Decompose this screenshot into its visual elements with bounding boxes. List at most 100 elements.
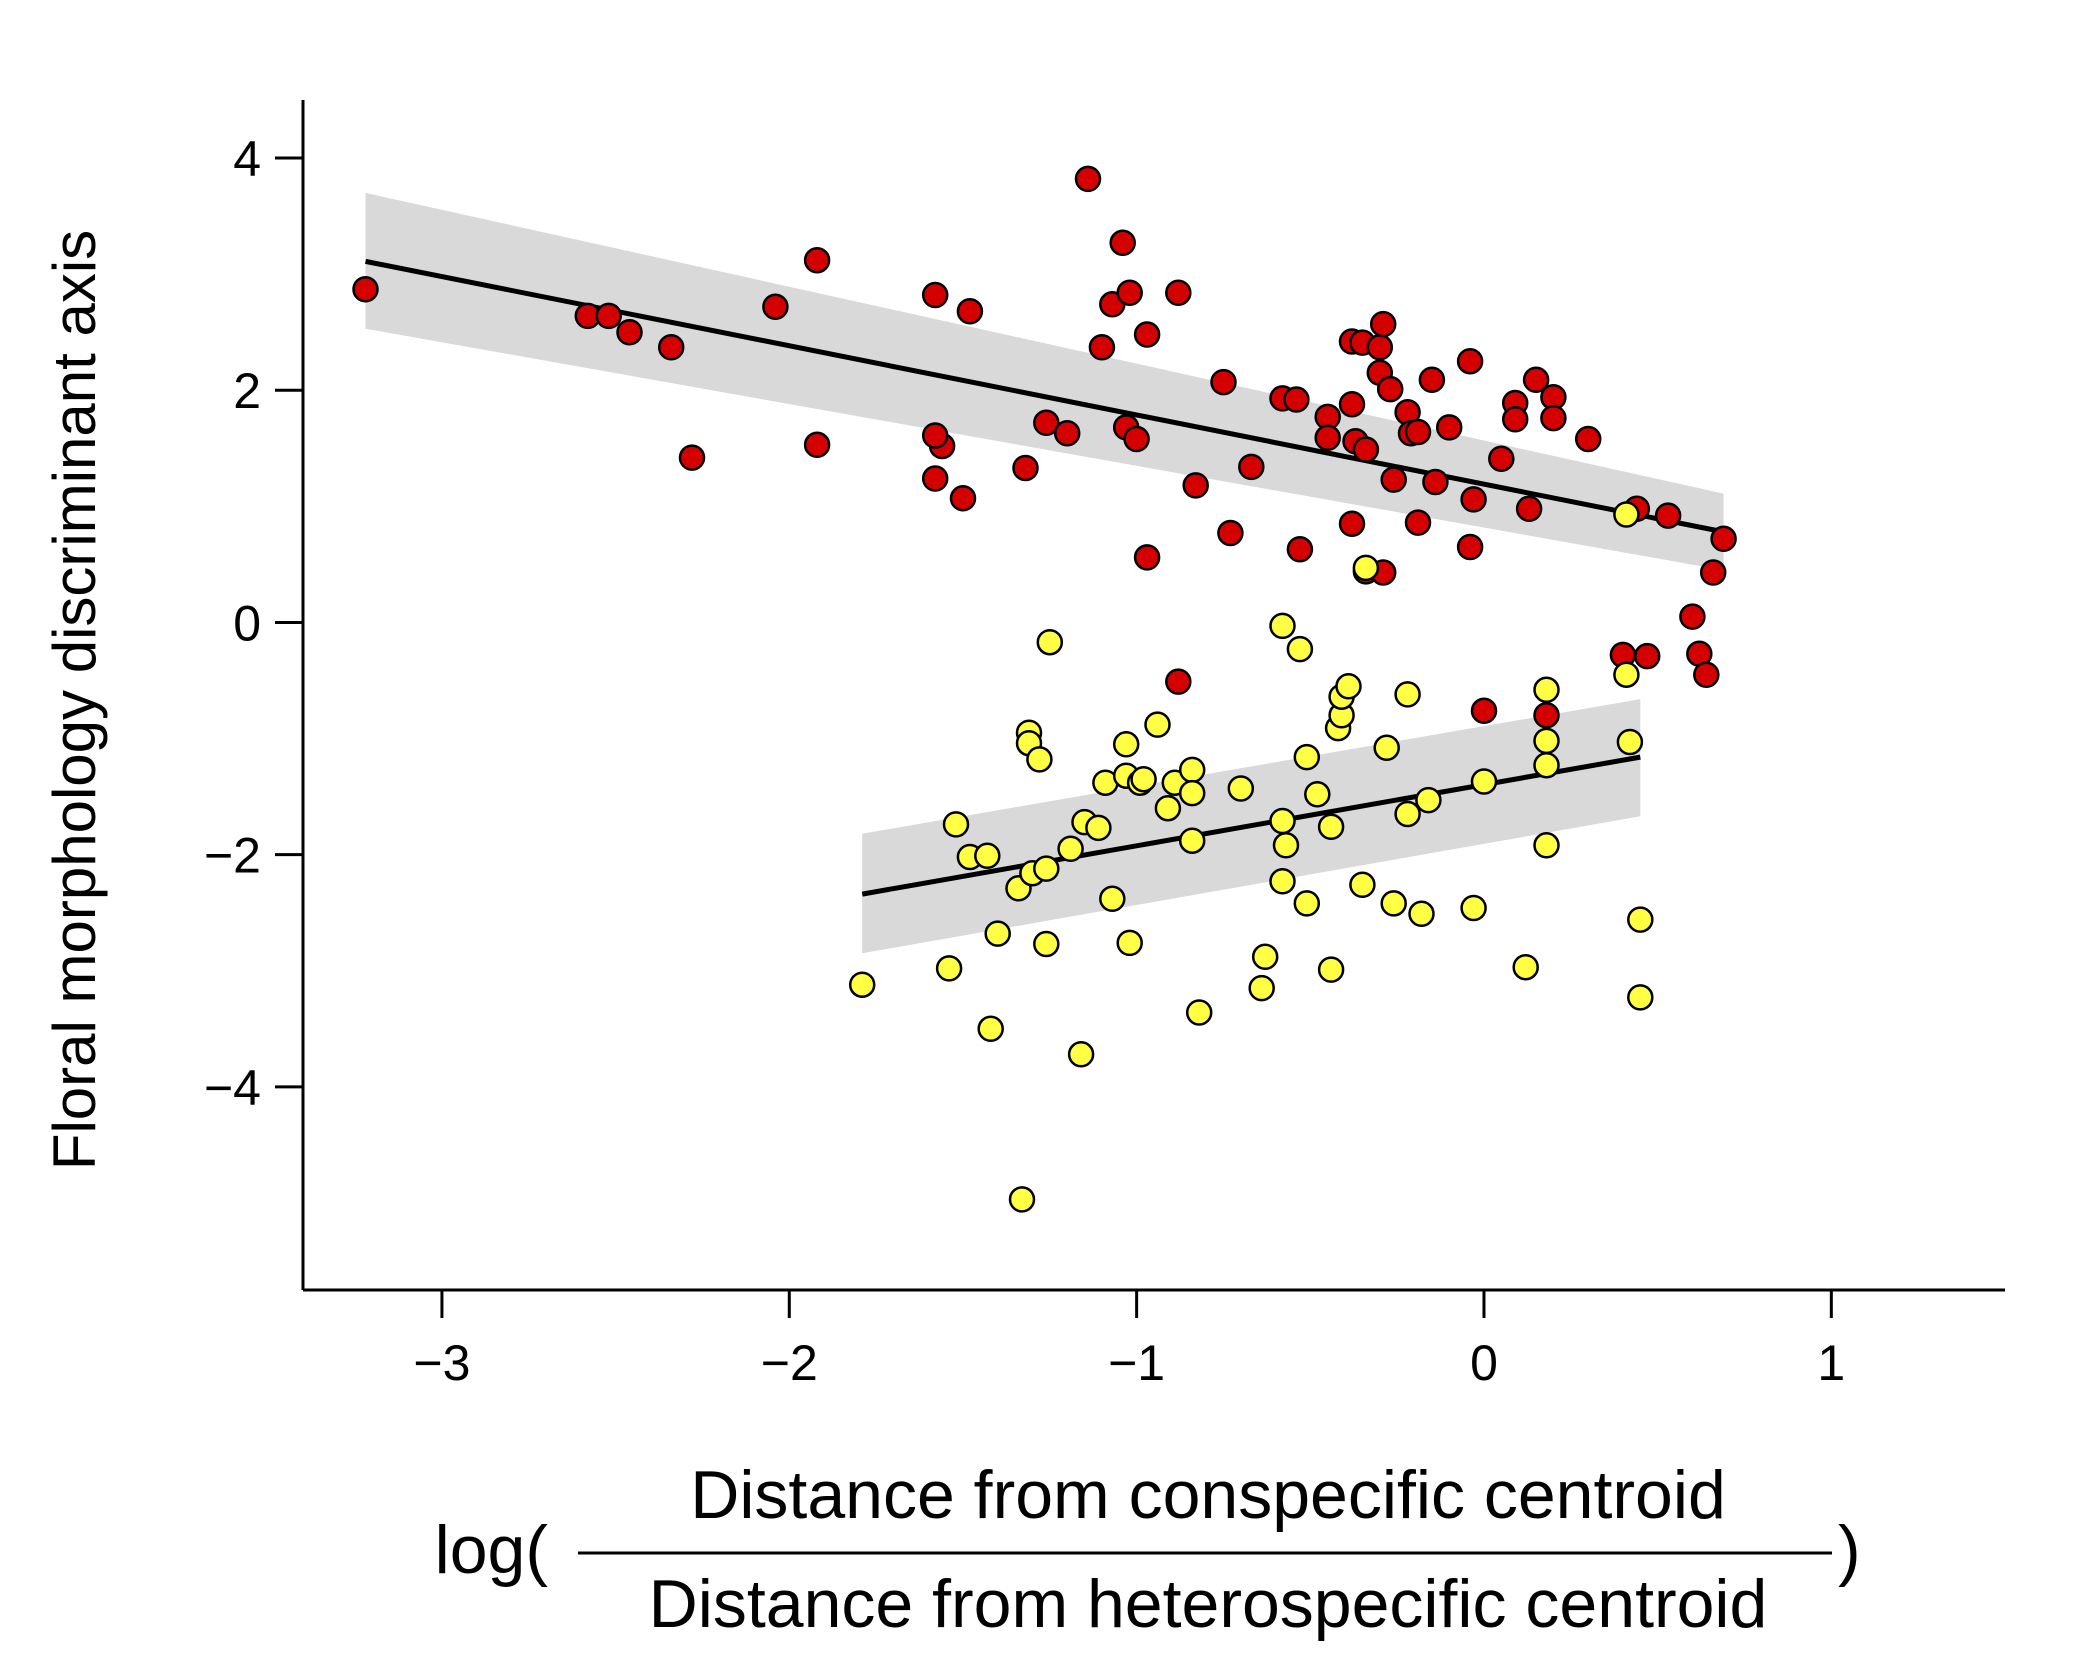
x-tick-label: 0 — [1470, 1335, 1498, 1391]
data-point-series-1 — [1418, 366, 1446, 394]
data-point-series-1 — [1338, 510, 1366, 538]
data-point-series-2 — [1099, 885, 1126, 913]
data-point-series-2 — [1130, 765, 1157, 793]
data-point-series-1 — [1693, 661, 1720, 688]
data-point-series-1 — [1574, 425, 1602, 453]
data-point-series-1 — [1165, 668, 1192, 695]
data-point-series-2 — [1178, 779, 1206, 807]
y-tick-label: 0 — [233, 595, 261, 651]
y-tick-label: −2 — [204, 828, 261, 884]
confidence-bands — [365, 192, 1724, 954]
data-point-series-1 — [1699, 559, 1727, 586]
data-point-series-2 — [1512, 953, 1539, 981]
data-point-series-2 — [1286, 635, 1314, 663]
data-point-series-1 — [1501, 406, 1529, 433]
data-point-series-1 — [803, 431, 831, 459]
data-point-series-2 — [942, 811, 970, 838]
regression-line-2 — [861, 754, 1641, 897]
data-point-series-2 — [935, 955, 963, 982]
x-tick-label: −1 — [1108, 1335, 1165, 1391]
data-point-series-2 — [1057, 835, 1084, 863]
x-axis-label-numerator: Distance from conspecific centroid — [690, 1457, 1726, 1533]
data-point-series-2 — [1293, 743, 1321, 771]
data-point-series-1 — [1238, 453, 1265, 481]
x-tick-label: 1 — [1817, 1335, 1845, 1391]
data-point-series-1 — [1352, 436, 1380, 463]
data-point-series-2 — [1627, 906, 1654, 933]
data-point-series-2 — [1613, 661, 1640, 688]
data-point-series-1 — [1435, 414, 1463, 441]
data-point-series-1 — [595, 302, 622, 330]
data-point-series-2 — [977, 1015, 1004, 1043]
data-point-series-1 — [1488, 445, 1515, 472]
data-point-series-2 — [1251, 943, 1279, 971]
data-point-series-1 — [1217, 519, 1244, 547]
data-point-series-1 — [1012, 454, 1039, 482]
data-point-series-2 — [1373, 734, 1400, 762]
data-point-series-2 — [1085, 814, 1112, 842]
data-point-series-1 — [1404, 509, 1432, 536]
data-point-series-1 — [1182, 472, 1209, 499]
data-point-series-1 — [956, 298, 984, 325]
data-point-series-2 — [1394, 681, 1421, 708]
data-point-series-1 — [1283, 386, 1310, 413]
data-point-series-2 — [1144, 711, 1171, 738]
data-point-series-2 — [1116, 929, 1143, 957]
data-point-series-1 — [1286, 536, 1314, 563]
data-point-series-1 — [1088, 334, 1116, 361]
data-point-series-1 — [1404, 418, 1432, 446]
data-point-series-1 — [1679, 603, 1706, 630]
data-point-series-2 — [1460, 894, 1487, 922]
data-point-series-2 — [974, 842, 1001, 870]
data-point-series-1 — [1210, 368, 1237, 396]
data-point-series-1 — [1123, 425, 1150, 453]
data-point-series-2 — [1335, 673, 1362, 700]
data-point-series-2 — [1008, 1186, 1036, 1213]
data-point-series-2 — [1627, 984, 1654, 1011]
x-tick-label: −2 — [761, 1335, 818, 1391]
data-point-series-1 — [1470, 697, 1498, 724]
data-point-series-2 — [1352, 554, 1380, 582]
x-tick-label: −3 — [413, 1335, 470, 1391]
data-point-series-2 — [1033, 855, 1060, 882]
data-point-series-1 — [657, 334, 685, 361]
data-point-series-1 — [949, 484, 977, 512]
data-point-series-2 — [1415, 786, 1442, 814]
data-point-series-2 — [1227, 775, 1255, 802]
data-point-series-2 — [1269, 807, 1296, 835]
data-point-series-1 — [1116, 279, 1143, 306]
data-point-series-1 — [1109, 229, 1136, 257]
data-point-series-1 — [1710, 525, 1737, 553]
axis-ticks — [275, 156, 1833, 1318]
data-point-series-1 — [1369, 310, 1397, 338]
data-point-series-2 — [1304, 781, 1331, 808]
data-point-series-1 — [1522, 366, 1550, 394]
data-points — [352, 165, 1737, 1213]
data-point-series-1 — [1540, 404, 1567, 432]
data-point-series-2 — [1533, 832, 1560, 859]
data-point-series-1 — [1633, 642, 1661, 670]
data-point-series-1 — [762, 293, 789, 320]
data-point-series-2 — [1178, 756, 1206, 784]
data-point-series-1 — [1515, 495, 1543, 522]
data-point-series-1 — [921, 465, 949, 492]
x-axis-label-prefix: log( — [435, 1512, 549, 1588]
data-point-series-1 — [1165, 279, 1192, 306]
data-point-series-1 — [1422, 468, 1449, 496]
data-point-series-1 — [1460, 486, 1487, 513]
data-point-series-2 — [1033, 930, 1060, 958]
data-point-series-1 — [1338, 390, 1366, 418]
data-point-series-2 — [1272, 832, 1300, 859]
data-point-series-2 — [1269, 868, 1296, 895]
data-point-series-1 — [1376, 375, 1404, 403]
data-point-series-2 — [1317, 813, 1345, 841]
y-tick-labels: 4 2 0 −2 −4 — [204, 131, 261, 1116]
data-point-series-2 — [1248, 974, 1275, 1002]
data-point-series-1 — [1133, 544, 1161, 571]
data-point-series-1 — [921, 281, 949, 309]
data-point-series-2 — [1185, 999, 1213, 1026]
data-point-series-1 — [1533, 702, 1560, 729]
data-point-series-2 — [1408, 900, 1435, 928]
x-tick-labels: −3 −2 −1 0 1 — [413, 1335, 1845, 1391]
